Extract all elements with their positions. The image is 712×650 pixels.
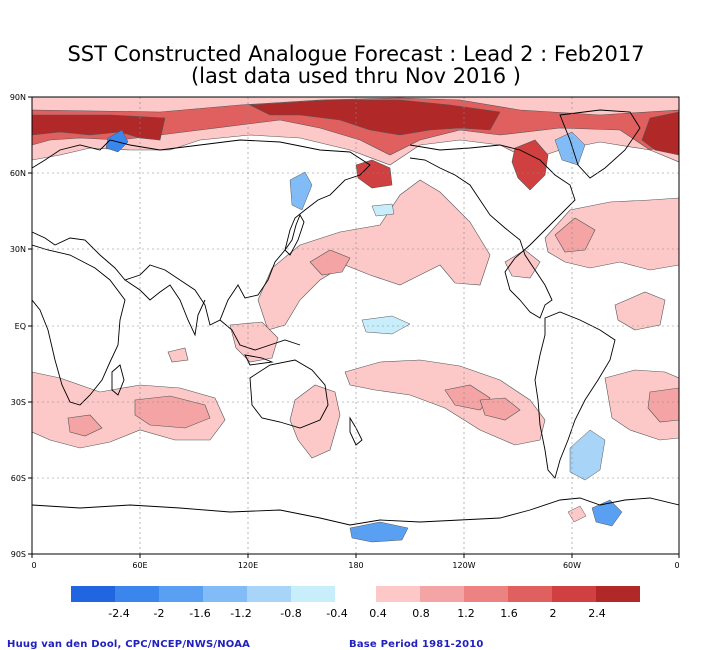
lon-label: 60W: [563, 561, 581, 570]
colorbar-label: 2: [550, 607, 557, 620]
cold-region: [105, 129, 129, 153]
colorbar-label: -0.4: [326, 607, 347, 620]
cold-region: [554, 131, 586, 166]
colorbar-swatch-positive: [596, 586, 640, 602]
warm-region: [614, 291, 666, 331]
colorbar-label: -1.2: [230, 607, 251, 620]
warm-region: [479, 397, 521, 421]
colorbar-swatch-negative: [291, 586, 335, 602]
warm-region: [32, 114, 166, 141]
cold-region: [361, 315, 411, 335]
warm-region: [647, 387, 679, 423]
lon-label: 60E: [132, 561, 147, 570]
lat-label: 30N: [10, 245, 26, 254]
warm-region: [248, 99, 501, 136]
lat-label: EQ: [15, 322, 26, 331]
map-subtitle: (last data used thru Nov 2016 ): [190, 64, 522, 88]
warm-region: [604, 369, 679, 441]
map-background: [32, 97, 679, 554]
lon-label: 120W: [452, 561, 475, 570]
lat-label: 60S: [11, 474, 26, 483]
warm-region: [344, 359, 546, 446]
colorbar-label: -1.6: [189, 607, 210, 620]
colorbar-label: 2.4: [588, 607, 606, 620]
colorbar-swatch-positive: [552, 586, 596, 602]
lon-label: 0: [674, 561, 679, 570]
colorbar-swatch-positive: [420, 586, 464, 602]
warm-region: [134, 395, 211, 429]
cold-region: [371, 203, 395, 217]
cold-region: [569, 429, 606, 481]
lon-label: 180: [348, 561, 363, 570]
colorbar-label: 1.6: [500, 607, 518, 620]
warm-region: [257, 179, 491, 331]
warm-region: [355, 159, 393, 189]
colorbar-swatch-negative: [159, 586, 203, 602]
anomaly-fields: [32, 97, 679, 543]
colorbar-swatch-negative: [115, 586, 159, 602]
warm-region: [309, 249, 351, 276]
warm-region: [641, 111, 679, 156]
colorbar-swatch-positive: [376, 586, 420, 602]
credit-base-period: Base Period 1981-2010: [349, 639, 484, 650]
map-title: SST Constructed Analogue Forecast : Lead…: [67, 42, 645, 66]
colorbar-label: -0.8: [280, 607, 301, 620]
warm-region: [511, 139, 549, 191]
credit-author: Huug van den Dool, CPC/NCEP/NWS/NOAA: [7, 639, 251, 650]
cold-region: [349, 521, 409, 543]
gridlines: [32, 97, 679, 554]
colorbar-swatch-negative: [203, 586, 247, 602]
warm-region: [67, 414, 103, 437]
warm-region: [544, 197, 679, 271]
colorbar-swatch-positive: [508, 586, 552, 602]
colorbar-label: -2: [154, 607, 165, 620]
lon-label: 120E: [238, 561, 258, 570]
lat-label: 90S: [11, 550, 26, 559]
warm-region: [229, 321, 279, 363]
lat-label: 30S: [11, 398, 26, 407]
colorbar: -2.4 -2 -1.6 -1.2 -0.8 -0.4 0.4 0.8 1.2 …: [71, 586, 640, 620]
colorbar-swatch-negative: [71, 586, 115, 602]
cold-region: [289, 171, 313, 211]
colorbar-swatch-negative: [247, 586, 291, 602]
lon-label: 0: [31, 561, 36, 570]
cold-region: [591, 499, 623, 527]
coastlines: [32, 109, 679, 526]
colorbar-label: 0.8: [412, 607, 430, 620]
colorbar-label: -2.4: [108, 607, 129, 620]
colorbar-label: 1.2: [457, 607, 475, 620]
ticks: [28, 96, 680, 558]
colorbar-swatch-positive: [464, 586, 508, 602]
lat-label: 90N: [10, 93, 26, 102]
colorbar-label: 0.4: [369, 607, 387, 620]
warm-region: [167, 347, 189, 363]
lat-label: 60N: [10, 169, 26, 178]
